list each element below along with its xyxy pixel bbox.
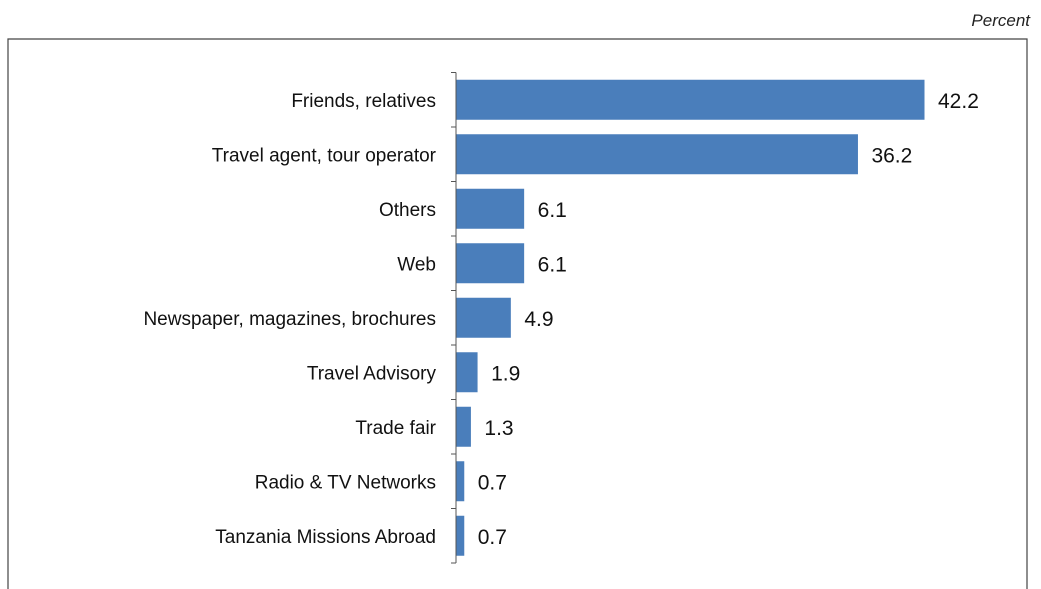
bar — [456, 352, 478, 393]
bar — [456, 297, 511, 338]
category-label: Tanzania Missions Abroad — [215, 527, 436, 548]
bar — [456, 461, 465, 502]
category-label: Travel Advisory — [307, 363, 437, 384]
category-label: Others — [379, 200, 436, 221]
value-label: 1.9 — [491, 362, 520, 385]
chart-frame — [7, 38, 1028, 589]
bar — [456, 243, 525, 284]
value-labels: 42.2 36.2 6.1 6.1 4.9 1.9 1.3 0.7 0.7 — [478, 90, 979, 549]
value-label: 6.1 — [538, 253, 567, 276]
category-labels: Friends, relatives Travel agent, tour ope… — [143, 91, 436, 548]
value-label: 6.1 — [538, 199, 567, 222]
value-label: 4.9 — [524, 308, 553, 331]
bar — [456, 79, 925, 120]
category-axis — [451, 72, 457, 564]
bar — [456, 188, 525, 229]
category-label: Travel agent, tour operator — [212, 145, 437, 166]
category-label: Radio & TV Networks — [255, 472, 436, 493]
value-label: 42.2 — [938, 90, 979, 113]
unit-label: Percent — [971, 11, 1031, 30]
value-label: 0.7 — [478, 526, 507, 549]
value-label: 36.2 — [871, 144, 912, 167]
category-label: Newspaper, magazines, brochures — [143, 309, 436, 330]
value-label: 0.7 — [478, 471, 507, 494]
category-label: Web — [397, 254, 436, 275]
value-label: 1.3 — [484, 417, 513, 440]
bar — [456, 134, 858, 175]
category-label: Friends, relatives — [291, 91, 436, 112]
bars — [456, 79, 925, 556]
bar — [456, 406, 471, 447]
category-label: Trade fair — [355, 418, 436, 439]
bar — [456, 515, 465, 556]
